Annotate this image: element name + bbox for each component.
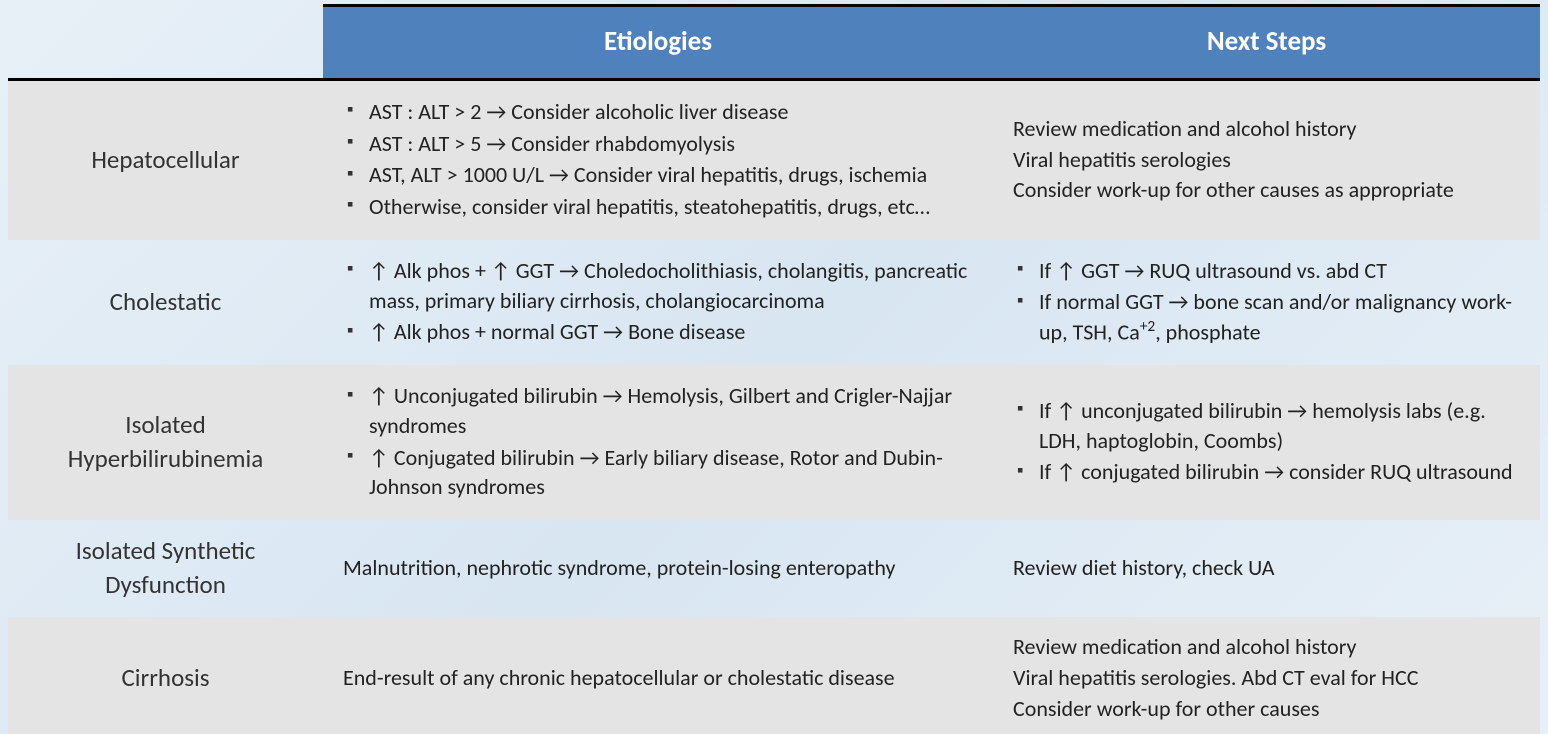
header-row: Etiologies Next Steps — [8, 6, 1540, 80]
bullet-item: ↑ Unconjugated bilirubin → Hemolysis, Gi… — [343, 381, 979, 440]
next-steps-cell: If ↑ GGT → RUQ ultrasound vs. abd CTIf n… — [993, 240, 1540, 365]
etiologies-cell: AST : ALT > 2 → Consider alcoholic liver… — [323, 80, 993, 240]
bullet-item: If ↑ GGT → RUQ ultrasound vs. abd CT — [1013, 256, 1526, 286]
etiologies-cell: ↑ Alk phos + ↑ GGT → Choledocholithiasis… — [323, 240, 993, 365]
etiologies-cell: Malnutrition, nephrotic syndrome, protei… — [323, 520, 993, 618]
bullet-list: AST : ALT > 2 → Consider alcoholic liver… — [343, 97, 979, 222]
text-line: Viral hepatitis serologies — [1013, 145, 1526, 175]
bullet-item: AST : ALT > 5 → Consider rhabdomyolysis — [343, 129, 979, 159]
next-steps-cell: Review medication and alcohol historyVir… — [993, 80, 1540, 240]
next-steps-cell: If ↑ unconjugated bilirubin → hemolysis … — [993, 365, 1540, 520]
table-row: IsolatedHyperbilirubinemia ↑ Unconjugated… — [8, 365, 1540, 520]
text-line: Review medication and alcohol history — [1013, 632, 1526, 662]
next-steps-cell: Review medication and alcohol historyVir… — [993, 617, 1540, 734]
category-cell: Isolated SyntheticDysfunction — [8, 520, 323, 618]
table-body: Hepatocellular AST : ALT > 2 → Consider a… — [8, 80, 1540, 734]
bullet-item: If normal GGT → bone scan and/or maligna… — [1013, 287, 1526, 347]
bullet-item: ↑ Alk phos + ↑ GGT → Choledocholithiasis… — [343, 256, 979, 315]
bullet-list: ↑ Unconjugated bilirubin → Hemolysis, Gi… — [343, 381, 979, 502]
text-line: End-result of any chronic hepatocellular… — [343, 663, 979, 693]
text-line: Review medication and alcohol history — [1013, 114, 1526, 144]
header-next-steps: Next Steps — [993, 6, 1540, 80]
table-row: Hepatocellular AST : ALT > 2 → Consider a… — [8, 80, 1540, 240]
bullet-list: If ↑ unconjugated bilirubin → hemolysis … — [1013, 396, 1526, 487]
bullet-item: Otherwise, consider viral hepatitis, ste… — [343, 192, 979, 222]
category-cell: IsolatedHyperbilirubinemia — [8, 365, 323, 520]
etiologies-cell: End-result of any chronic hepatocellular… — [323, 617, 993, 734]
header-blank — [8, 6, 323, 80]
bullet-list: ↑ Alk phos + ↑ GGT → Choledocholithiasis… — [343, 256, 979, 347]
text-line: Consider work-up for other causes as app… — [1013, 175, 1526, 205]
category-cell: Cirrhosis — [8, 617, 323, 734]
text-line: Review diet history, check UA — [1013, 553, 1526, 583]
category-cell: Cholestatic — [8, 240, 323, 365]
next-steps-cell: Review diet history, check UA — [993, 520, 1540, 618]
header-etiologies: Etiologies — [323, 6, 993, 80]
bullet-item: AST : ALT > 2 → Consider alcoholic liver… — [343, 97, 979, 127]
bullet-item: ↑ Conjugated bilirubin → Early biliary d… — [343, 443, 979, 502]
text-line: Viral hepatitis serologies. Abd CT eval … — [1013, 663, 1526, 693]
etiologies-cell: ↑ Unconjugated bilirubin → Hemolysis, Gi… — [323, 365, 993, 520]
table-row: Cholestatic ↑ Alk phos + ↑ GGT → Choledoc… — [8, 240, 1540, 365]
category-cell: Hepatocellular — [8, 80, 323, 240]
line-group: Review medication and alcohol historyVir… — [1013, 114, 1526, 205]
text-line: Consider work-up for other causes — [1013, 694, 1526, 724]
table-row: Isolated SyntheticDysfunction Malnutritio… — [8, 520, 1540, 618]
bullet-item: AST, ALT > 1000 U/L → Consider viral hep… — [343, 160, 979, 190]
bullet-list: If ↑ GGT → RUQ ultrasound vs. abd CTIf n… — [1013, 256, 1526, 347]
bullet-item: If ↑ conjugated bilirubin → consider RUQ… — [1013, 457, 1526, 487]
line-group: Review medication and alcohol historyVir… — [1013, 632, 1526, 723]
table-row: Cirrhosis End-result of any chronic hepat… — [8, 617, 1540, 734]
liver-etiologies-table: Etiologies Next Steps Hepatocellular AST … — [8, 4, 1540, 734]
bullet-item: If ↑ unconjugated bilirubin → hemolysis … — [1013, 396, 1526, 455]
text-line: Malnutrition, nephrotic syndrome, protei… — [343, 553, 979, 583]
bullet-item: ↑ Alk phos + normal GGT → Bone disease — [343, 317, 979, 347]
table-container: Etiologies Next Steps Hepatocellular AST … — [0, 0, 1548, 734]
